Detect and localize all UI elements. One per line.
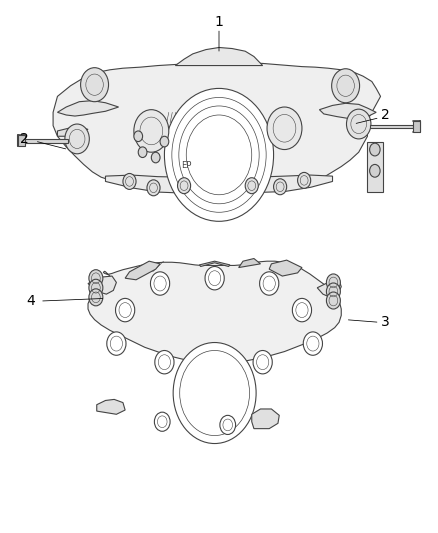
Circle shape — [332, 69, 360, 103]
Circle shape — [267, 107, 302, 150]
Circle shape — [154, 412, 170, 431]
Text: EP: EP — [181, 161, 191, 170]
Polygon shape — [53, 62, 381, 189]
Circle shape — [205, 266, 224, 290]
Polygon shape — [269, 260, 302, 276]
Circle shape — [326, 274, 340, 291]
Polygon shape — [317, 280, 341, 297]
Polygon shape — [125, 261, 160, 280]
Circle shape — [326, 283, 340, 300]
Polygon shape — [199, 261, 230, 266]
Circle shape — [134, 131, 143, 142]
Text: 1: 1 — [215, 15, 223, 29]
Circle shape — [147, 180, 160, 196]
Circle shape — [346, 109, 371, 139]
Text: 2: 2 — [381, 108, 389, 122]
Circle shape — [155, 351, 174, 374]
Circle shape — [253, 351, 272, 374]
Polygon shape — [18, 139, 68, 143]
Polygon shape — [252, 409, 279, 429]
Text: 3: 3 — [381, 316, 389, 329]
Polygon shape — [88, 261, 341, 364]
Circle shape — [81, 68, 109, 102]
Circle shape — [326, 292, 340, 309]
Polygon shape — [57, 101, 119, 116]
Circle shape — [89, 270, 103, 287]
Circle shape — [220, 415, 236, 434]
Circle shape — [160, 136, 169, 147]
Text: 4: 4 — [26, 294, 35, 308]
Polygon shape — [370, 125, 413, 128]
Circle shape — [274, 179, 287, 195]
Polygon shape — [57, 127, 88, 136]
Circle shape — [107, 332, 126, 356]
Polygon shape — [18, 135, 25, 147]
Polygon shape — [413, 122, 420, 132]
Circle shape — [151, 152, 160, 163]
Polygon shape — [319, 103, 376, 119]
Circle shape — [177, 177, 191, 193]
Circle shape — [138, 147, 147, 158]
Polygon shape — [88, 276, 117, 294]
Polygon shape — [175, 47, 263, 66]
Text: 2: 2 — [20, 132, 29, 146]
Circle shape — [260, 272, 279, 295]
Circle shape — [89, 279, 103, 296]
Polygon shape — [239, 259, 261, 268]
Circle shape — [164, 88, 274, 221]
Polygon shape — [97, 399, 125, 414]
Circle shape — [123, 173, 136, 189]
Circle shape — [116, 298, 135, 322]
Circle shape — [134, 110, 169, 152]
Circle shape — [370, 143, 380, 156]
Circle shape — [245, 177, 258, 193]
Circle shape — [292, 298, 311, 322]
Circle shape — [89, 289, 103, 306]
Circle shape — [65, 124, 89, 154]
Circle shape — [173, 343, 256, 443]
Circle shape — [297, 172, 311, 188]
Circle shape — [150, 272, 170, 295]
Polygon shape — [367, 142, 383, 192]
Circle shape — [303, 332, 322, 356]
Circle shape — [370, 165, 380, 177]
Polygon shape — [106, 175, 332, 193]
